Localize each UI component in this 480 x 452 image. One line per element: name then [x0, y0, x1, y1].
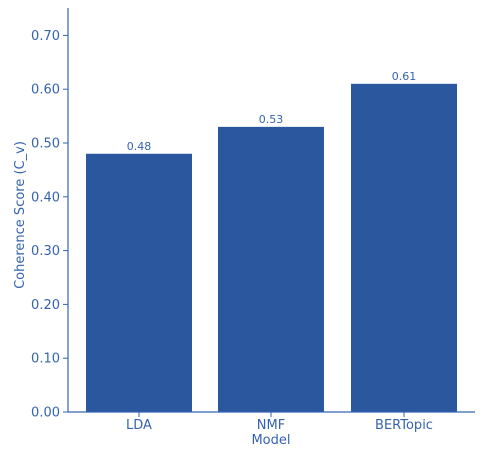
x-tick-label: BERTopic — [375, 418, 433, 433]
y-tick-label: 0.00 — [31, 406, 60, 421]
x-tick-label: NMF — [257, 418, 285, 433]
bar-value-label: 0.53 — [259, 113, 284, 126]
x-axis-ticks: LDA NMF BERTopic — [126, 412, 433, 433]
bar-nmf — [218, 126, 324, 413]
bar-value-label: 0.48 — [127, 140, 152, 153]
bar-lda — [86, 153, 192, 412]
bars — [86, 83, 457, 413]
bar-value-labels: 0.48 0.53 0.61 — [127, 70, 417, 153]
x-tick-label: LDA — [126, 418, 152, 433]
x-axis-label: Model — [251, 433, 290, 448]
y-tick-label: 0.60 — [31, 83, 60, 98]
bar-value-label: 0.61 — [392, 70, 417, 83]
y-axis-label: Coherence Score (C_v) — [13, 141, 28, 289]
y-tick-label: 0.40 — [31, 190, 60, 205]
y-tick-label: 0.50 — [31, 137, 60, 152]
y-tick-label: 0.30 — [31, 244, 60, 259]
bar-bertopic — [351, 83, 457, 412]
y-tick-label: 0.20 — [31, 298, 60, 313]
y-tick-label: 0.70 — [31, 29, 60, 44]
y-tick-label: 0.10 — [31, 352, 60, 367]
y-axis-ticks: 0.00 0.10 0.20 0.30 0.40 0.50 0.60 0.70 — [31, 29, 68, 421]
